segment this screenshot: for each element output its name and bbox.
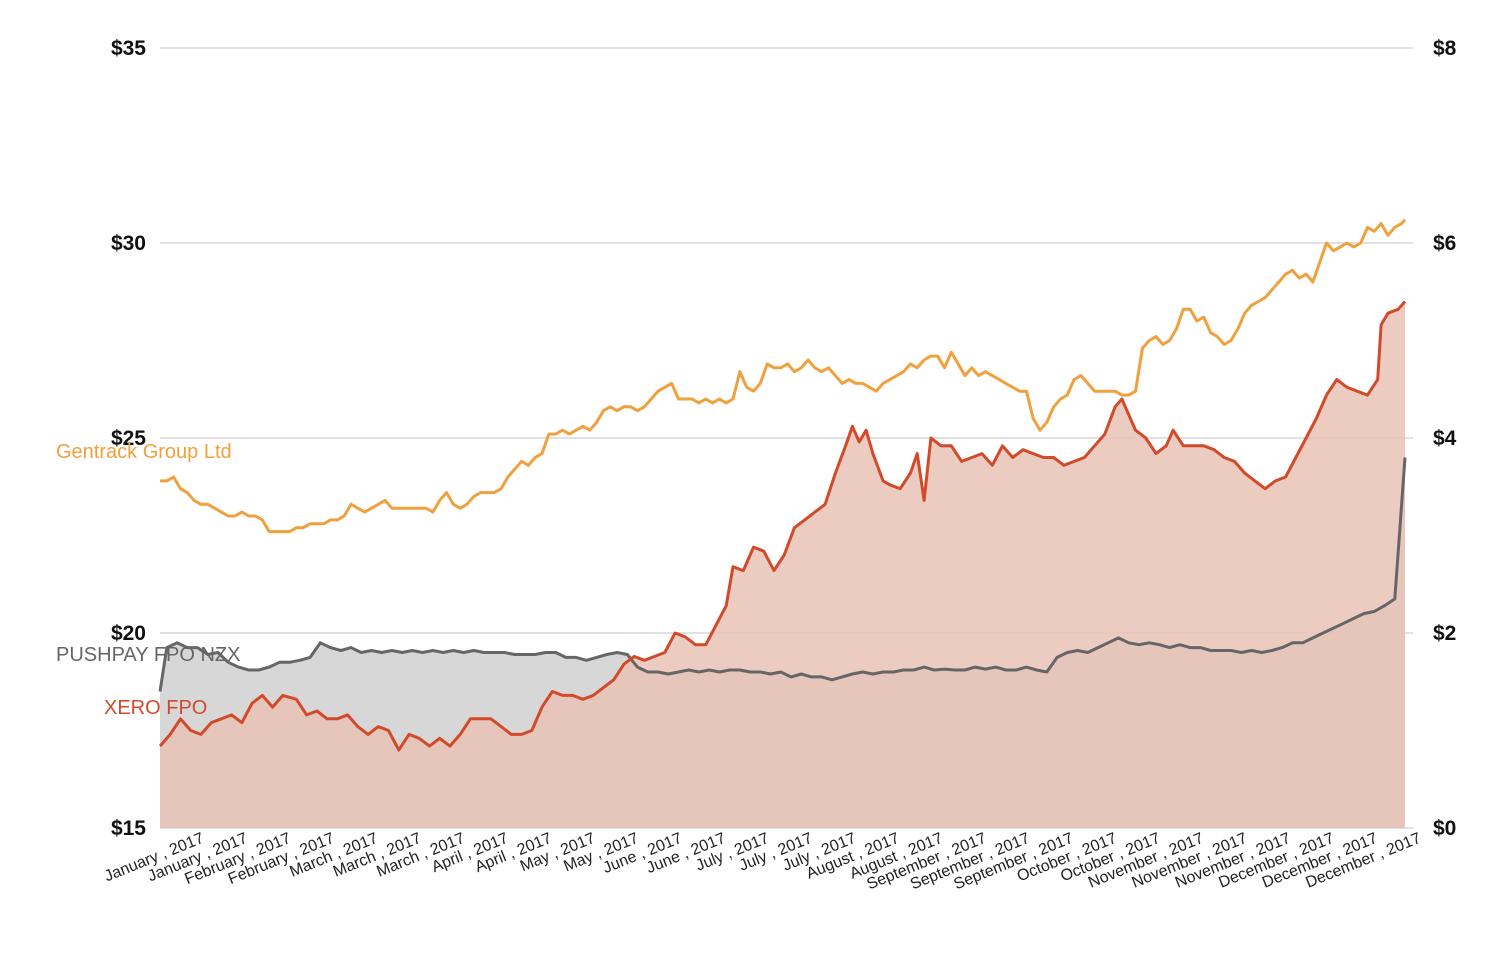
- y-axis-left: $15 $20 $25 $30 $35: [111, 37, 146, 840]
- series-lines: [158, 218, 1407, 752]
- y-left-tick-label: $25: [111, 427, 146, 450]
- series-line-2: [160, 218, 1407, 534]
- y-right-tick-label: $6: [1433, 232, 1456, 255]
- y-left-tick-label: $15: [111, 817, 146, 840]
- series-areas: [160, 301, 1405, 828]
- y-right-tick-label: $2: [1433, 622, 1456, 645]
- y-left-tick-label: $20: [111, 622, 146, 645]
- y-left-tick-label: $35: [111, 37, 146, 60]
- y-axis-right: $0 $2 $4 $6 $8: [1433, 37, 1457, 840]
- series-area-0: [160, 301, 1405, 828]
- series-labels: Gentrack Group Ltd PUSHPAY FPO NZX XERO FP…: [56, 441, 240, 719]
- y-right-tick-label: $4: [1433, 427, 1457, 450]
- series-line-1: [158, 457, 1407, 692]
- series-label-2: Gentrack Group Ltd: [56, 441, 232, 463]
- series-label-1: PUSHPAY FPO NZX: [56, 644, 240, 666]
- y-right-tick-label: $8: [1433, 37, 1457, 60]
- series-label-0: XERO FPO: [104, 697, 207, 719]
- series-line-0: [158, 300, 1407, 752]
- y-right-tick-label: $0: [1433, 817, 1456, 840]
- y-left-tick-label: $30: [111, 232, 146, 255]
